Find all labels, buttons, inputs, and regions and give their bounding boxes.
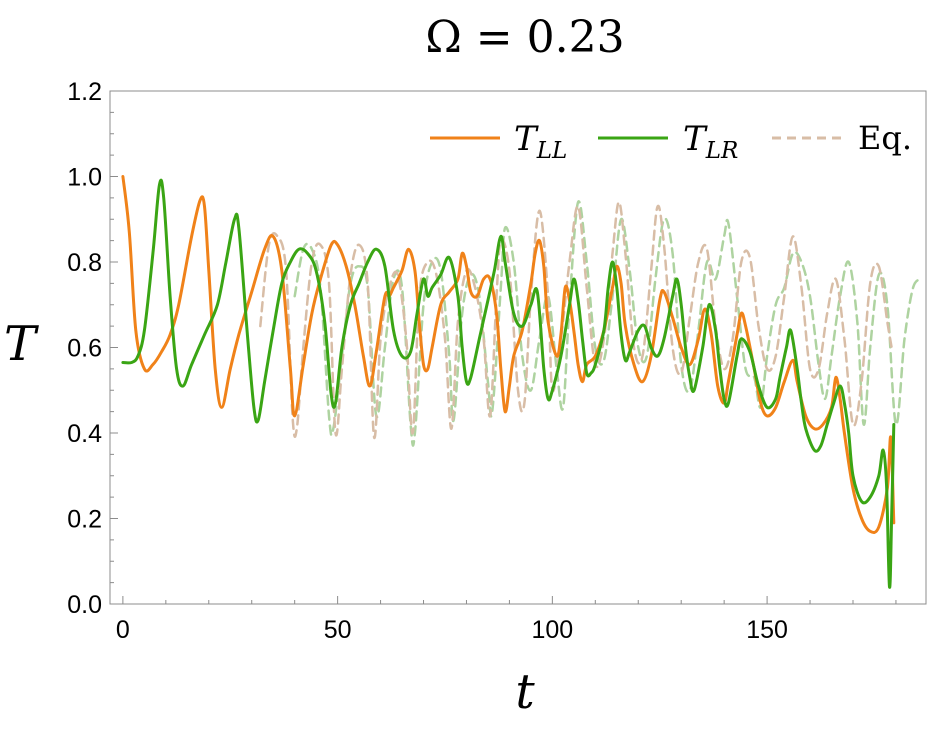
y-axis-label: T — [4, 316, 39, 372]
y-tick-label: 0.2 — [67, 506, 102, 534]
x-tick-label: 50 — [324, 616, 352, 644]
series-layer — [121, 175, 923, 589]
series-eq-green-line — [293, 200, 923, 447]
axis-ticks: 0 50 100 150 0.0 0.2 0.4 0.6 0.8 1.0 1.2 — [67, 78, 897, 644]
y-tick-label: 0.0 — [67, 591, 102, 619]
y-tick-label: 1.2 — [67, 78, 102, 106]
y-tick-label: 0.6 — [67, 335, 102, 363]
legend-label-tll: TLL — [514, 119, 567, 164]
x-axis-label: t — [515, 664, 535, 720]
x-tick-label: 150 — [746, 616, 788, 644]
x-tick-label: 0 — [116, 616, 130, 644]
series-eq-line — [259, 200, 893, 439]
x-tick-label: 100 — [531, 616, 573, 644]
series-tlr-line — [121, 178, 896, 589]
chart-title: Ω = 0.23 — [425, 12, 624, 63]
legend-label-tlr: TLR — [683, 119, 738, 164]
legend-label-eq: Eq. — [858, 119, 912, 157]
y-tick-label: 0.8 — [67, 249, 102, 277]
legend: TLL TLR Eq. — [430, 119, 912, 164]
y-tick-label: 1.0 — [67, 164, 102, 192]
y-tick-label: 0.4 — [67, 420, 102, 448]
